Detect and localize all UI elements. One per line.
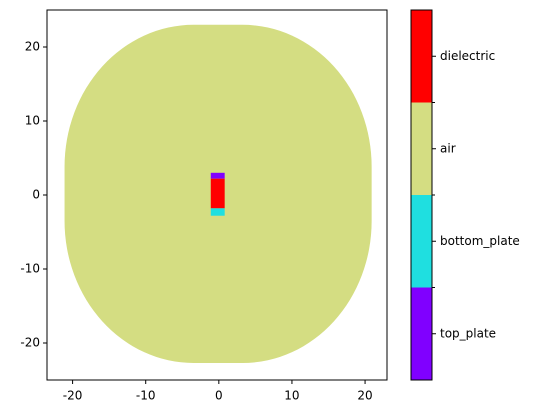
colorbar-segment [411, 287, 432, 380]
colorbar-segment [411, 195, 432, 288]
x-tick-label: 10 [284, 389, 299, 403]
colorbar-label: dielectric [440, 49, 495, 63]
x-tick-label: 20 [357, 389, 372, 403]
y-tick-label: 20 [25, 40, 40, 54]
region [210, 178, 225, 209]
colorbar-segment [411, 102, 432, 195]
y-tick-label: -10 [20, 262, 40, 276]
colorbar-label: top_plate [440, 326, 496, 340]
y-tick-label: 10 [25, 114, 40, 128]
colorbar-segment [411, 10, 432, 103]
colorbar-frame [410, 9, 433, 381]
colorbar-label: air [440, 141, 456, 155]
region [210, 208, 225, 216]
y-tick-label: 0 [32, 188, 40, 202]
x-tick-label: -20 [63, 389, 83, 403]
colorbar-label: bottom_plate [440, 234, 520, 248]
x-tick-label: -10 [136, 389, 156, 403]
region [210, 172, 225, 179]
x-tick-label: 0 [215, 389, 223, 403]
y-tick-label: -20 [20, 336, 40, 350]
